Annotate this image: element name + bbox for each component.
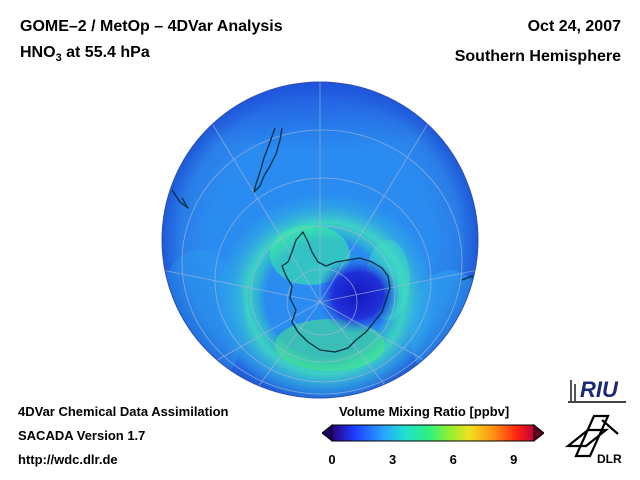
footer-url[interactable]: http://wdc.dlr.de xyxy=(18,452,118,467)
south-america-coastline xyxy=(253,127,283,193)
colorbar-title: Volume Mixing Ratio [ppbv] xyxy=(339,404,510,419)
polar-vortex-core xyxy=(316,257,400,333)
globe-outline xyxy=(161,81,479,399)
low-values-north-region xyxy=(162,82,478,220)
pressure-level: at 55.4 hPa xyxy=(61,44,150,61)
antarctica-coastline xyxy=(281,231,391,353)
map-subtitle: HNO3 at 55.4 hPa xyxy=(20,44,150,64)
dlr-logo xyxy=(564,414,619,458)
riu-logo-text: RIU xyxy=(580,377,619,402)
colorbar-gradient xyxy=(331,424,535,442)
colorbar-max-arrow xyxy=(533,423,544,443)
footer-system-name: 4DVar Chemical Data Assimilation xyxy=(18,404,229,419)
africa-coastline xyxy=(171,189,189,209)
map-title: GOME–2 / MetOp – 4DVar Analysis xyxy=(20,18,283,35)
footer-version: SACADA Version 1.7 xyxy=(18,428,146,443)
species-subscript: 3 xyxy=(55,52,62,65)
colorbar-tick-6: 6 xyxy=(449,452,457,467)
species-name: HNO xyxy=(20,44,56,61)
colorbar-min-arrow xyxy=(322,423,333,443)
riu-logo: RIU xyxy=(568,377,626,403)
hemisphere-label: Southern Hemisphere xyxy=(454,48,621,65)
dlr-logo-text: DLR xyxy=(597,452,622,466)
new-zealand-coastline xyxy=(435,365,445,381)
colorbar-tick-9: 9 xyxy=(510,452,518,467)
polar-globe-map xyxy=(161,81,479,399)
colorbar xyxy=(322,423,544,443)
colorbar-tick-3: 3 xyxy=(388,452,397,467)
colorbar-tick-0: 0 xyxy=(328,452,336,467)
analysis-date: Oct 24, 2007 xyxy=(527,18,621,35)
